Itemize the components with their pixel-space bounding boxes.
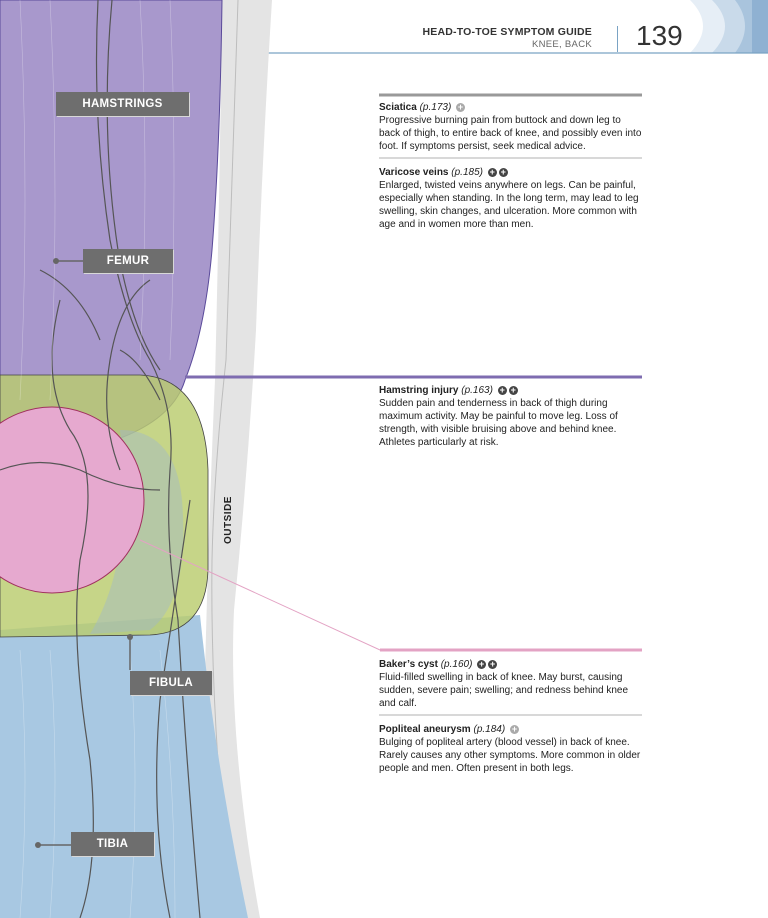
plus-icon: + (488, 659, 498, 669)
page-number: 139 (636, 20, 683, 51)
plus-icon: + (487, 167, 497, 177)
plus-icon: + (497, 385, 507, 395)
header-divider (617, 26, 618, 52)
label-fibula: FIBULA (130, 671, 212, 695)
entry-text: Progressive burning pain from buttock an… (379, 115, 642, 152)
vein-lines (0, 0, 201, 918)
label-outside: OUTSIDE (223, 496, 234, 544)
entry-title: Hamstring injury (p.163) + + (379, 385, 518, 396)
entry-title: Baker’s cyst (p.160) + + (379, 659, 498, 670)
entry-hamstring-injury: Hamstring injury (p.163) + + Sudden pain … (379, 384, 642, 449)
plus-icon: + (498, 167, 508, 177)
entry-title: Varicose veins (p.185) + + (379, 167, 508, 178)
entry-popliteal-aneurysm: Popliteal aneurysm (p.184) + Bulging of … (379, 723, 642, 775)
entry-varicose-veins: Varicose veins (p.185) + + Enlarged, twis… (379, 166, 642, 231)
entry-bakers-cyst: Baker’s cyst (p.160) + + Fluid-filled swe… (379, 658, 642, 710)
bakers-cyst-region (0, 406, 145, 594)
entry-sciatica: Sciatica (p.173) + Progressive burning p… (379, 101, 642, 153)
label-hamstrings: HAMSTRINGS (56, 92, 189, 116)
entry-title: Sciatica (p.173) + (379, 102, 466, 113)
header-decoration (690, 0, 768, 53)
plus-icon: + (456, 102, 466, 112)
entry-text: Enlarged, twisted veins anywhere on legs… (379, 180, 639, 230)
running-header-subtitle: KNEE, BACK (531, 39, 592, 50)
running-header-title: HEAD-TO-TOE SYMPTOM GUIDE (422, 26, 592, 38)
plus-icon: + (509, 724, 519, 734)
label-femur: FEMUR (83, 249, 173, 273)
entry-text: Sudden pain and tenderness in back of th… (379, 398, 618, 448)
leg-outline (200, 0, 272, 918)
plus-icon: + (508, 385, 518, 395)
entry-text: Bulging of popliteal artery (blood vesse… (379, 737, 641, 774)
entry-title: Popliteal aneurysm (p.184) + (379, 724, 519, 735)
plus-icon: + (477, 659, 487, 669)
label-tibia: TIBIA (71, 832, 154, 856)
entry-text: Fluid-filled swelling in back of knee. M… (379, 672, 629, 709)
